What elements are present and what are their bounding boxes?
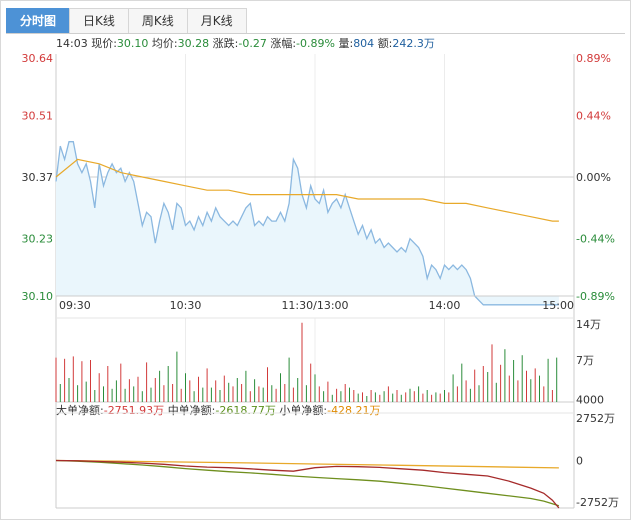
flow-line-mid [55,459,560,507]
price-tick-right-3: -0.44% [576,233,615,246]
quote-time: 14:03 [56,37,88,50]
price-tick-right-4: -0.89% [576,290,615,303]
volume-tick-0: 14万 [576,318,601,331]
small-order-label: 小单净额: [279,404,328,417]
change-value: -0.27 [238,37,267,50]
price-tick-right-1: 0.44% [576,109,611,122]
price-tick-left-3: 30.23 [22,233,54,246]
avg-label: 均价: [151,37,178,50]
mid-order-value: -2618.77万 [215,404,276,417]
avg-price-line [55,158,559,222]
price-tick-left-0: 30.64 [22,52,54,65]
flow-line-small [55,459,559,469]
small-order-value: -428.21万 [327,404,381,417]
time-tick-3: 14:00 [429,299,461,312]
volume-label: 量: [338,37,354,50]
big-order-value: -2751.93万 [103,404,165,417]
tab-weekly-k[interactable]: 周K线 [127,8,188,33]
volume-tick-2: 4000 [576,394,604,407]
mid-order-label: 中单净额: [167,404,216,417]
flow-tick-0: 2752万 [576,412,615,425]
price-tick-left-4: 30.10 [22,290,54,303]
tab-intraday[interactable]: 分时图 [6,8,71,33]
price-tick-right-2: 0.00% [576,171,611,184]
flow-tick-2: -2752万 [576,496,619,509]
chart-tabs: 分时图 日K线 周K线 月K线 [6,8,247,34]
tab-daily-k[interactable]: 日K线 [69,8,129,33]
price-area-fill [56,141,559,305]
price-tick-right-0: 0.89% [576,52,611,65]
time-tick-2: 11:30/13:00 [281,299,348,312]
time-tick-4: 15:00 [542,299,574,312]
volume-tick-1: 7万 [576,354,594,367]
quote-info-bar: 14:03 现价:30.10 均价:30.28 涨跌:-0.27 涨幅:-0.8… [56,36,435,52]
capital-flow-bar: 大单净额:-2751.93万 中单净额:-2618.77万 小单净额:-428.… [56,404,381,418]
flow-line-big [55,459,560,509]
price-tick-left-2: 30.37 [22,171,54,184]
amount-value: 242.3万 [392,37,435,50]
flow-tick-1: 0 [576,455,583,468]
pct-label: 涨幅: [270,37,297,50]
time-tick-1: 10:30 [170,299,202,312]
volume-value: 804 [353,37,375,50]
change-label: 涨跌: [212,37,239,50]
price-line [55,141,559,306]
amount-label: 额: [377,37,393,50]
tab-divider [6,33,625,34]
tab-monthly-k[interactable]: 月K线 [186,8,247,33]
pct-value: -0.89% [296,37,335,50]
avg-value: 30.28 [177,37,210,50]
price-label: 现价: [91,37,117,50]
time-tick-0: 09:30 [59,299,91,312]
big-order-label: 大单净额: [56,404,104,417]
price-value: 30.10 [116,37,149,50]
price-tick-left-1: 30.51 [22,109,54,122]
